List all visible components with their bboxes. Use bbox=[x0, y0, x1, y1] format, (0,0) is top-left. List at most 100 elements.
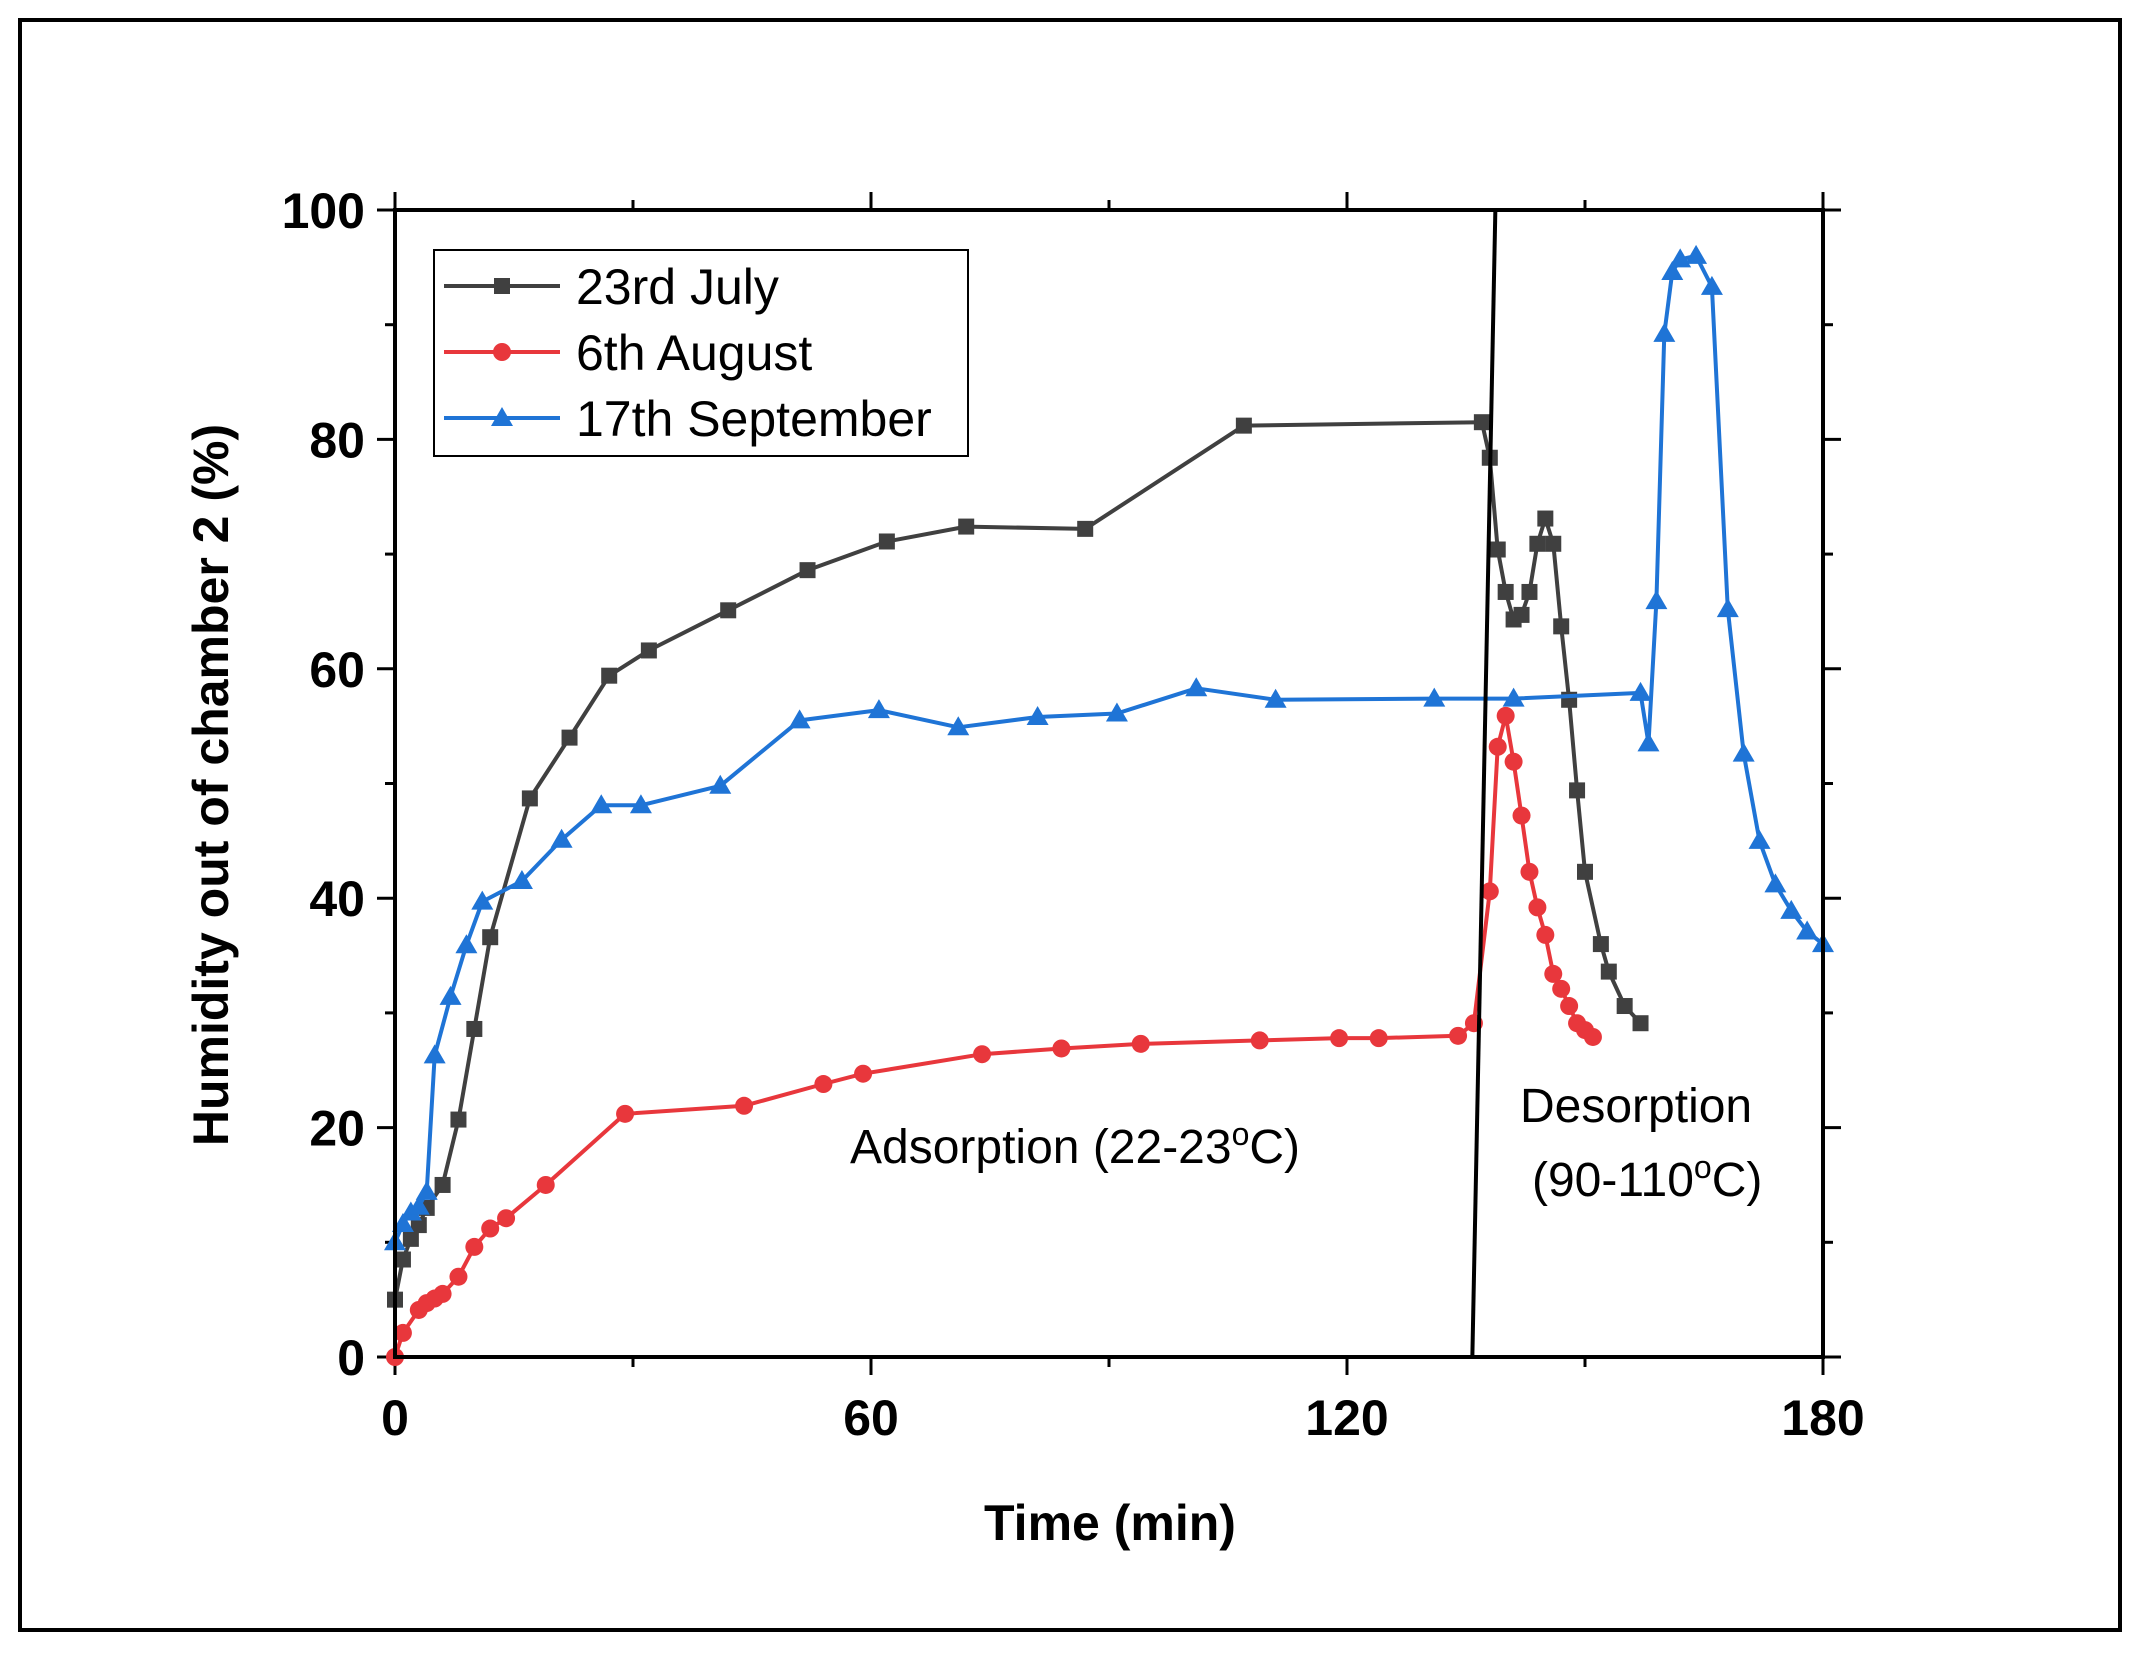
data-point bbox=[1488, 737, 1507, 756]
data-point bbox=[1528, 898, 1547, 917]
x-axis-title: Time (min) bbox=[984, 1495, 1236, 1551]
data-point bbox=[1577, 863, 1593, 880]
desorption-label: Desorption bbox=[1520, 1080, 1752, 1133]
plot-area-border bbox=[393, 208, 1825, 1359]
data-point bbox=[1553, 618, 1570, 635]
data-point bbox=[720, 602, 737, 619]
series-23rd-july bbox=[387, 414, 1649, 1308]
data-point bbox=[616, 1104, 635, 1123]
data-point bbox=[415, 1180, 438, 1200]
data-point bbox=[1700, 275, 1723, 295]
legend-marker bbox=[493, 343, 511, 361]
data-point bbox=[958, 518, 975, 535]
data-point bbox=[590, 794, 613, 814]
data-point bbox=[521, 790, 538, 807]
data-point bbox=[393, 1323, 412, 1342]
data-point bbox=[640, 642, 657, 659]
data-point bbox=[1423, 687, 1446, 707]
data-point bbox=[1502, 687, 1525, 707]
data-point bbox=[1369, 1029, 1388, 1048]
data-point bbox=[481, 1219, 500, 1238]
x-tick-label: 0 bbox=[381, 1390, 409, 1446]
data-point bbox=[1105, 702, 1128, 722]
data-point bbox=[455, 934, 478, 954]
data-point bbox=[1632, 1015, 1649, 1032]
legend-marker bbox=[494, 278, 510, 294]
data-point bbox=[410, 1217, 427, 1234]
data-point bbox=[394, 1251, 411, 1268]
tick-labels: 0 60 120 180 0 20 40 60 80 100 bbox=[282, 183, 1865, 1446]
data-point bbox=[735, 1096, 754, 1115]
data-point bbox=[1513, 606, 1530, 623]
data-point bbox=[1552, 979, 1571, 998]
data-point bbox=[550, 828, 573, 848]
y-tick-label: 80 bbox=[309, 412, 365, 468]
series-layer bbox=[384, 244, 1834, 1366]
data-point bbox=[471, 890, 494, 910]
data-point bbox=[1544, 964, 1563, 983]
data-point bbox=[1264, 688, 1287, 708]
legend-label: 17th September bbox=[576, 391, 932, 447]
data-point bbox=[510, 869, 533, 889]
data-point bbox=[629, 794, 652, 814]
data-point bbox=[1637, 732, 1660, 752]
data-point bbox=[1235, 417, 1252, 434]
data-point bbox=[1520, 862, 1539, 881]
data-point bbox=[1732, 742, 1755, 762]
data-point bbox=[561, 729, 578, 746]
data-point bbox=[1661, 260, 1684, 280]
data-point bbox=[1616, 998, 1633, 1015]
series-6th-august bbox=[386, 706, 1602, 1366]
data-point bbox=[423, 1044, 446, 1064]
data-point bbox=[1764, 873, 1787, 893]
data-point bbox=[402, 1230, 419, 1247]
data-point bbox=[1497, 583, 1514, 600]
y-tick-label: 20 bbox=[309, 1101, 365, 1157]
legend-label: 23rd July bbox=[576, 259, 779, 315]
data-point bbox=[450, 1111, 467, 1128]
data-point bbox=[1796, 920, 1819, 940]
legend-label: 6th August bbox=[576, 325, 812, 381]
data-point bbox=[878, 533, 895, 550]
data-point bbox=[1496, 706, 1515, 725]
data-point bbox=[1131, 1034, 1150, 1053]
data-point bbox=[1521, 583, 1538, 600]
data-point bbox=[867, 699, 890, 719]
data-point bbox=[482, 929, 499, 946]
y-tick-label: 100 bbox=[282, 183, 365, 239]
data-point bbox=[1529, 535, 1546, 552]
data-point bbox=[1504, 752, 1523, 771]
data-point bbox=[1512, 806, 1531, 825]
data-point bbox=[466, 1020, 483, 1037]
data-point bbox=[497, 1209, 516, 1228]
data-point bbox=[1592, 936, 1609, 953]
data-point bbox=[1583, 1027, 1602, 1046]
data-point bbox=[1669, 248, 1692, 268]
data-point bbox=[1629, 681, 1652, 701]
data-point bbox=[407, 1195, 430, 1215]
data-point bbox=[449, 1267, 468, 1286]
data-point bbox=[947, 716, 970, 736]
data-point bbox=[1685, 244, 1708, 264]
y-tick-label: 40 bbox=[309, 871, 365, 927]
data-point bbox=[1780, 899, 1803, 919]
data-point bbox=[1330, 1029, 1349, 1048]
data-point bbox=[1537, 510, 1554, 527]
data-point bbox=[1250, 1031, 1269, 1050]
data-point bbox=[814, 1075, 833, 1094]
data-point bbox=[1748, 829, 1771, 849]
x-tick-label: 60 bbox=[843, 1390, 899, 1446]
legend-marker bbox=[491, 407, 513, 426]
data-point bbox=[788, 709, 811, 729]
x-tick-label: 120 bbox=[1305, 1390, 1388, 1446]
series-line bbox=[393, 253, 1825, 1244]
x-tick-label: 180 bbox=[1781, 1390, 1864, 1446]
y-axis-title: Humidity out of chamber 2 (%) bbox=[183, 424, 239, 1146]
data-point bbox=[536, 1175, 555, 1194]
series-line bbox=[393, 713, 1595, 1358]
data-point bbox=[434, 1176, 451, 1193]
legend: 23rd July 6th August 17th September bbox=[433, 249, 969, 457]
series-17th-september bbox=[384, 244, 1834, 1251]
data-point bbox=[709, 774, 732, 794]
